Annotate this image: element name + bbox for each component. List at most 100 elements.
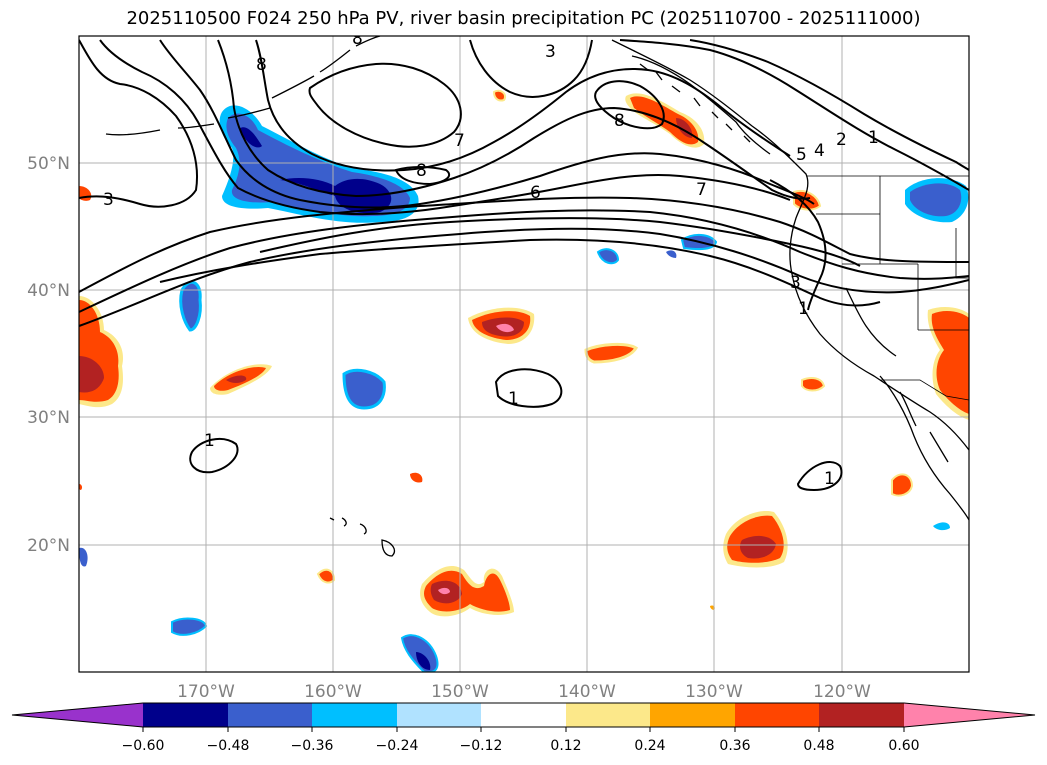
contour-label: 3: [545, 42, 556, 62]
colorbar-tick-label: 0.48: [803, 738, 834, 754]
contour-label: 8: [352, 29, 363, 49]
colorbar-segment: [481, 703, 566, 727]
precip-blob-western-edge: [79, 296, 124, 408]
lon-label-150w: 150°W: [431, 682, 489, 702]
contour-ring-1-se: [796, 461, 843, 492]
contour-label: 3: [103, 190, 114, 210]
precip-blob-small: [666, 250, 677, 258]
precip-positive-areas: [79, 89, 969, 617]
coast-islands-alaska: [639, 63, 751, 143]
colorbar-segment: [566, 703, 650, 727]
colorbar-extend-right: [904, 703, 1035, 727]
longitude-labels: 170°W 160°W 150°W 140°W 130°W 120°W: [177, 682, 871, 702]
colorbar-tick-label: −0.36: [291, 738, 334, 754]
contour-label: 2: [836, 130, 847, 150]
lon-label-120w: 120°W: [813, 682, 871, 702]
contour-north-2: [619, 39, 969, 191]
coast-hawaii: [329, 517, 396, 557]
precip-negative-areas: [79, 105, 969, 672]
precip-blob-edge-dot: [79, 484, 83, 490]
precip-blob-west-edge: [79, 547, 88, 567]
coast-north-america: [611, 39, 969, 451]
contour-label: 6: [530, 183, 541, 203]
precip-blob-122w: [801, 377, 826, 392]
precip-blob-127w: [723, 510, 788, 568]
map-border: [78, 35, 970, 673]
contour-1: [79, 196, 969, 293]
precip-blob-mid: [468, 307, 535, 344]
lon-label-160w: 160°W: [304, 682, 362, 702]
contour-ring-1-east: [494, 368, 563, 408]
contour-ring-gulf-alaska: [594, 80, 665, 130]
colorbar-segment: [819, 703, 904, 727]
border-us-mexico: [880, 379, 969, 401]
colorbar-tick-label: 0.60: [888, 738, 919, 754]
precip-blob-144w: [492, 89, 506, 102]
precip-blob-160w-17n: [316, 568, 336, 584]
contour-6: [99, 39, 791, 216]
colorbar-tick-label: −0.60: [122, 738, 165, 754]
contour-ring-1-west: [189, 437, 239, 474]
precip-blob-hawaii-south: [420, 565, 514, 617]
colorbar-tick-label: 0.12: [550, 738, 581, 754]
colorbar-extend-left: [12, 703, 143, 727]
map-title: 2025110500 F024 250 hPa PV, river basin …: [126, 8, 921, 29]
contour-label: 1: [508, 389, 519, 409]
precip-blob-se: [933, 522, 950, 531]
precip-blob-150w-25n: [410, 472, 423, 483]
contour-north-1: [689, 39, 969, 171]
colorbar-segment: [735, 703, 819, 727]
colorbar-ticks: [142, 727, 905, 732]
lon-label-170w: 170°W: [177, 682, 235, 702]
precip-blob-155w: [342, 368, 386, 410]
contour-label: 7: [454, 131, 465, 151]
contour-label: 1: [204, 431, 215, 451]
coast-baja: [879, 375, 969, 521]
contour-label: 8: [416, 161, 427, 181]
colorbar-tick-label: −0.48: [207, 738, 250, 754]
contour-7: [159, 39, 815, 209]
precip-blob-170w: [179, 280, 202, 332]
colorbar: −0.60 −0.48 −0.36 −0.24 −0.12 0.12 0.24 …: [11, 702, 1036, 754]
contour-9: [255, 39, 791, 172]
lon-label-130w: 130°W: [685, 682, 743, 702]
colorbar-tick-labels: −0.60 −0.48 −0.36 −0.24 −0.12 0.12 0.24 …: [122, 738, 920, 754]
lon-label-140w: 140°W: [558, 682, 616, 702]
precip-blob-northwest: [905, 178, 969, 223]
contour-5: [259, 217, 861, 267]
contour-ring-8: [394, 166, 451, 186]
contour-labels: 3 8 8 3 7 8 6 8 7 2 1 5 4 3 1 1 1 1: [103, 29, 879, 489]
colorbar-segment: [228, 703, 312, 727]
contour-coast-3: [769, 179, 827, 311]
latitude-labels: 50°N 40°N 30°N 20°N: [27, 154, 70, 556]
contour-label: 3: [790, 273, 801, 293]
pv-contours: [79, 39, 969, 492]
contour-label: 1: [824, 469, 835, 489]
contour-2: [79, 209, 969, 313]
contour-label: 4: [814, 141, 825, 161]
lat-label-50n: 50°N: [27, 154, 70, 174]
colorbar-segment: [650, 703, 735, 727]
lat-label-40n: 40°N: [27, 281, 70, 301]
lat-label-30n: 30°N: [27, 408, 70, 428]
contour-label: 1: [868, 128, 879, 148]
precip-blob-165w: [210, 364, 272, 395]
precip-blob-south-core: [416, 652, 431, 670]
contour-ring-gulf-top: [469, 39, 593, 98]
graticule: [79, 36, 969, 672]
colorbar-tick-label: 0.24: [634, 738, 665, 754]
lat-label-20n: 20°N: [27, 536, 70, 556]
contour-label: 5: [796, 145, 807, 165]
contour-label: 8: [614, 111, 625, 131]
colorbar-segment: [143, 703, 228, 727]
contour-label: 7: [696, 180, 707, 200]
contour-west-3: [79, 39, 198, 208]
colorbar-segment: [397, 703, 481, 727]
precip-blob-115w: [891, 473, 914, 497]
colorbar-tick-label: −0.24: [376, 738, 419, 754]
border-states: [816, 176, 969, 331]
contour-label: 1: [798, 299, 809, 319]
contour-label: 8: [256, 55, 267, 75]
precip-blob-140w: [584, 342, 639, 364]
